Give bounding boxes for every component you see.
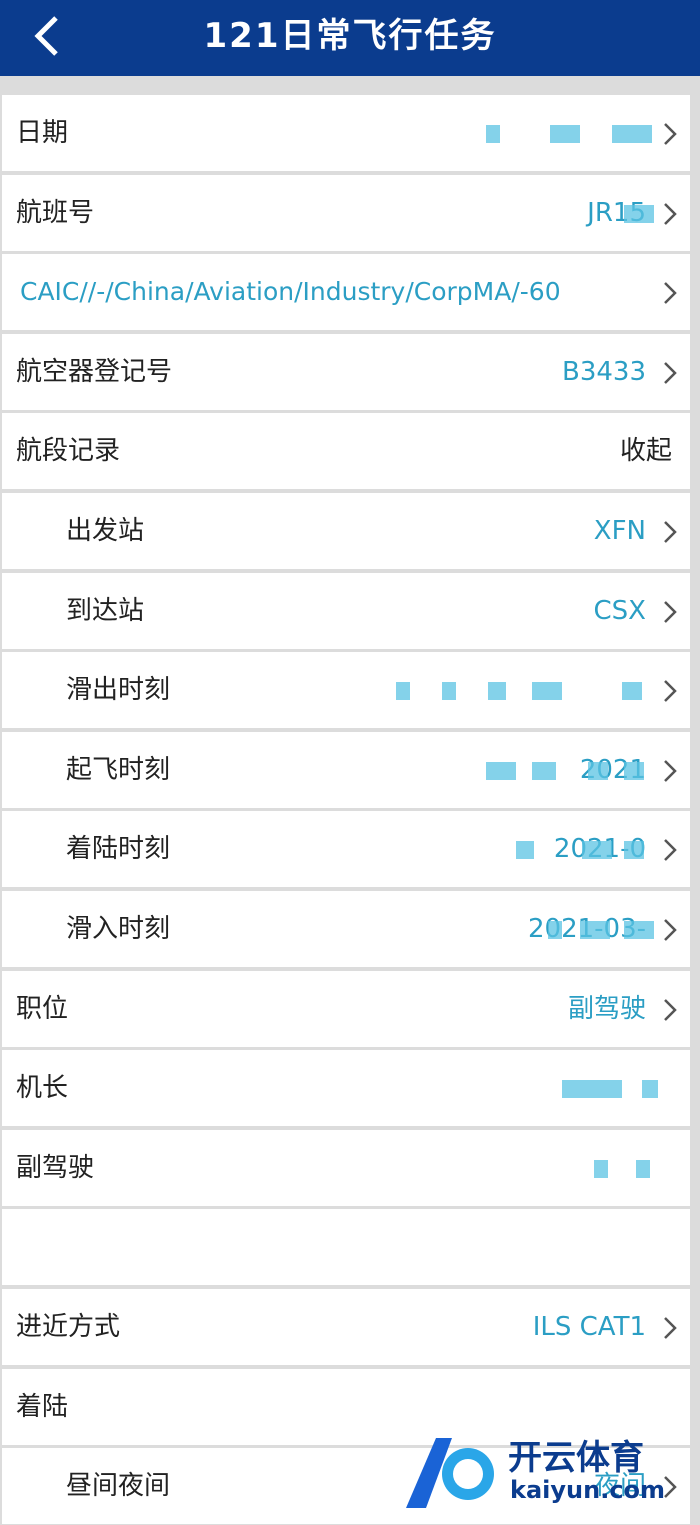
form-row[interactable]: 航空器登记号 B3433 (2, 333, 690, 410)
row-label: 起飞时刻 (66, 754, 171, 785)
row-label: 机长 (16, 1073, 69, 1104)
redacted-value (516, 841, 534, 860)
row-label: 日期 (16, 118, 69, 148)
form-row[interactable]: 机长 (2, 1050, 690, 1127)
redacted-value (636, 1159, 650, 1178)
row-label: 进近方式 (16, 1312, 121, 1342)
row-label: CAIC//-/China/Aviation/Industry/CorpMA/-… (20, 277, 561, 307)
form-row[interactable]: 进近方式 ILS CAT1 (2, 1289, 690, 1365)
chevron-icon (664, 1317, 677, 1339)
chevron-icon (664, 361, 677, 384)
row-label: 着陆时刻 (66, 834, 171, 865)
back-button[interactable] (30, 14, 64, 58)
redacted-value (580, 921, 610, 939)
collapse-toggle[interactable]: 收起 (619, 436, 672, 467)
chevron-icon (664, 1476, 677, 1499)
redacted-value (532, 761, 556, 780)
redacted-value (582, 841, 612, 860)
redacted-value (486, 125, 500, 143)
row-label: 职位 (16, 993, 69, 1024)
redacted-value (594, 1159, 608, 1178)
row-value: B3433 (561, 356, 646, 387)
watermark: 开云体育 kaiyun.com (396, 1428, 686, 1518)
page-title: 121日常飞行任务 (203, 16, 497, 56)
chevron-icon (664, 123, 677, 145)
chevron-icon (664, 282, 677, 305)
chevron-icon (664, 680, 677, 703)
header-bar: 121日常飞行任务 (0, 0, 700, 76)
redacted-value (562, 1080, 622, 1099)
row-label: 昼间夜间 (66, 1471, 171, 1502)
form-row (2, 1209, 690, 1286)
row-label: 航班号 (16, 197, 95, 228)
chevron-icon (664, 919, 677, 941)
form-row[interactable]: 滑出时刻 (2, 652, 690, 729)
redacted-value (532, 682, 562, 701)
redacted-value (624, 921, 654, 939)
form-row[interactable]: 滑入时刻2021-03- (2, 891, 690, 967)
chevron-icon (664, 521, 677, 543)
row-value: 夜间 (593, 1471, 646, 1502)
redacted-value (624, 204, 654, 223)
redacted-value (642, 1080, 658, 1099)
redacted-value (396, 682, 410, 701)
row-label: 航段记录 (16, 436, 121, 467)
row-value: 副驾驶 (567, 993, 646, 1024)
row-label: 到达站 (66, 595, 145, 626)
chevron-icon (664, 839, 677, 862)
form-row[interactable]: 到达站 CSX (2, 572, 690, 649)
watermark-logo (406, 1438, 494, 1508)
chevron-icon (664, 600, 677, 623)
row-label: 着陆 (16, 1391, 69, 1422)
form-row[interactable]: 着陆 (2, 1368, 690, 1445)
watermark-site: kaiyun.com (510, 1476, 666, 1504)
row-label: 副驾驶 (16, 1152, 95, 1183)
redacted-value (624, 841, 644, 860)
form-row[interactable]: 着陆时刻2021-0 (2, 811, 690, 888)
row-label: 滑出时刻 (66, 675, 171, 706)
row-value: CSX (593, 595, 646, 626)
form-row[interactable]: CAIC//-/China/Aviation/Industry/CorpMA/-… (2, 254, 690, 331)
form-row[interactable]: 职位 副驾驶 (2, 970, 690, 1047)
redacted-value (612, 125, 652, 143)
chevron-icon (664, 759, 677, 782)
redacted-value (588, 761, 608, 780)
redacted-value (442, 682, 456, 701)
redacted-value (624, 761, 644, 780)
row-value: XFN (593, 516, 646, 546)
form-row[interactable]: 副驾驶 (2, 1129, 690, 1206)
form-row[interactable]: 起飞时刻 2021 (2, 731, 690, 808)
row-value: ILS CAT1 (532, 1312, 646, 1342)
redacted-value (486, 761, 516, 780)
row-label: 出发站 (66, 516, 145, 546)
redacted-value (622, 682, 642, 701)
row-label: 滑入时刻 (66, 914, 171, 944)
chevron-icon (664, 202, 677, 225)
form-row[interactable]: 航段记录 收起 (2, 413, 690, 490)
form-row[interactable]: 出发站 XFN (2, 493, 690, 569)
chevron-icon (664, 998, 677, 1021)
redacted-value (488, 682, 506, 701)
watermark-brand: 开云体育 (508, 1438, 644, 1478)
form-row[interactable]: 日期 (2, 95, 690, 171)
redacted-value (550, 125, 580, 143)
row-label: 航空器登记号 (16, 356, 173, 387)
form-row[interactable]: 昼间夜间 夜间 (2, 1448, 690, 1525)
redacted-value (548, 921, 562, 939)
form-row[interactable]: 航班号 JR15 (2, 174, 690, 251)
